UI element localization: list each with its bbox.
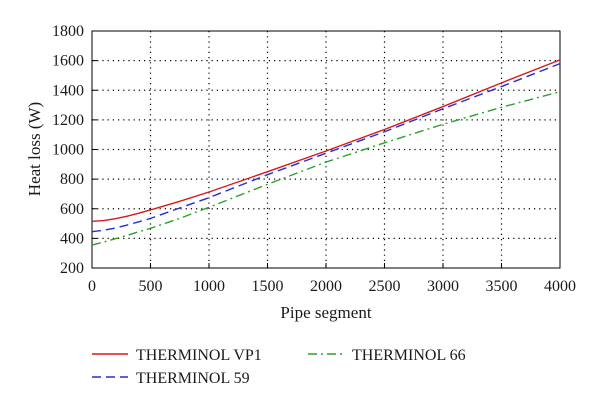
y-tick-label: 1000 — [52, 142, 84, 159]
y-tick-label: 600 — [60, 201, 84, 218]
y-tick-label: 400 — [60, 230, 84, 247]
x-tick-label: 1000 — [193, 278, 225, 295]
x-tick-label: 3500 — [486, 278, 518, 295]
y-axis-ticks: 200 400 600 800 1000 1200 1400 1600 1800 — [52, 23, 97, 277]
legend-label-3: THERMINOL 66 — [352, 347, 466, 364]
y-tick-label: 200 — [60, 260, 84, 277]
y-tick-label: 1800 — [52, 23, 84, 40]
x-tick-label: 2500 — [369, 278, 401, 295]
y-tick-label: 800 — [60, 171, 84, 188]
grid-layer — [92, 31, 560, 268]
x-tick-label: 4000 — [544, 278, 576, 295]
x-axis-title: Pipe segment — [280, 303, 371, 322]
y-tick-label: 1600 — [52, 53, 84, 70]
y-tick-label: 1400 — [52, 82, 84, 99]
series-line-1 — [91, 59, 561, 223]
x-tick-label: 1500 — [252, 278, 284, 295]
series-layer — [91, 59, 561, 246]
y-axis-title: Heat loss (W) — [25, 102, 44, 196]
x-axis-ticks: 0 500 1000 1500 2000 2500 3000 3500 4000 — [88, 263, 576, 295]
legend-label-1: THERMINOL VP1 — [136, 347, 262, 364]
y-tick-label: 1200 — [52, 112, 84, 129]
series-line-2 — [91, 62, 561, 233]
x-tick-label: 500 — [139, 278, 163, 295]
x-tick-label: 2000 — [310, 278, 342, 295]
legend-label-2: THERMINOL 59 — [136, 370, 250, 387]
legend: THERMINOL VP1 THERMINOL 59 THERMINOL 66 — [92, 347, 466, 387]
x-tick-label: 3000 — [427, 278, 459, 295]
x-tick-label: 0 — [88, 278, 96, 295]
series-line-3 — [91, 91, 561, 246]
